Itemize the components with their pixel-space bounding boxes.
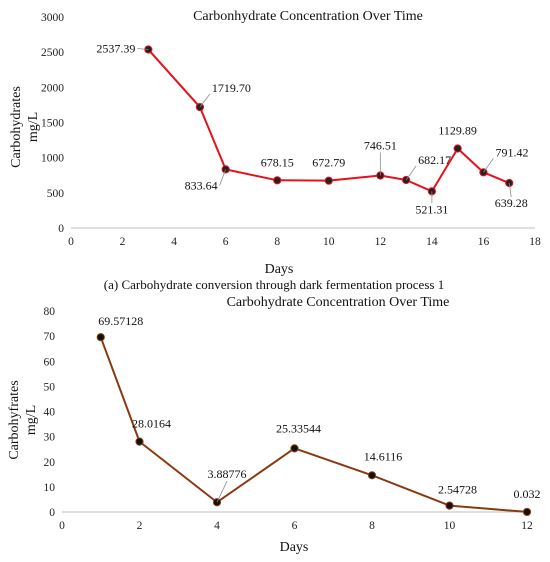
chart-a-data-label: 833.64 xyxy=(185,178,218,192)
chart-a-x-tick-label: 2 xyxy=(120,236,126,248)
chart-a-label-leader xyxy=(137,48,149,50)
chart-b-x-tick-label: 4 xyxy=(214,520,220,532)
chart-a-ylabel-line2: mg/L xyxy=(26,112,41,142)
chart-b-label-leader xyxy=(216,481,228,503)
chart-a-data-label: 682.17 xyxy=(418,153,451,167)
chart-a-data-label: 1129.89 xyxy=(438,124,477,138)
chart-b-y-tick-label: 20 xyxy=(44,457,56,469)
chart-a-data-label: 791.42 xyxy=(495,145,528,159)
chart-a-data-label: 521.31 xyxy=(415,202,448,216)
chart-a-data-label: 639.28 xyxy=(495,196,528,210)
chart-a-x-tick-label: 8 xyxy=(274,236,280,248)
chart-a-x-tick-label: 14 xyxy=(426,236,438,248)
chart-b-data-point xyxy=(290,444,299,453)
chart-a-ticks: 0 2 4 6 8 10 12 14 16 18 0 500 1000 1500 2000 2500 3000 xyxy=(41,12,541,248)
chart-b: Carbohydrate Concentration Over Time Car… xyxy=(7,295,541,555)
chart-b-ylabel-line1: Carbohyfrates xyxy=(7,380,22,459)
chart-b-data-label: 3.88776 xyxy=(208,467,247,481)
chart-b-y-tick-label: 0 xyxy=(49,507,55,519)
chart-a-data-label: 746.51 xyxy=(364,138,397,152)
chart-b-ticks: 0 2 4 6 8 10 12 0 10 20 30 40 50 60 70 80 xyxy=(44,306,534,532)
chart-a-data-point xyxy=(273,176,282,185)
chart-a-x-tick-label: 16 xyxy=(478,236,490,248)
chart-b-y-tick-label: 40 xyxy=(44,407,56,419)
chart-a-series-line xyxy=(147,48,510,193)
chart-b-x-tick-label: 0 xyxy=(59,520,65,532)
chart-b-title: Carbohydrate Concentration Over Time xyxy=(227,295,450,310)
chart-b-data-label: 14.6116 xyxy=(364,449,403,463)
chart-b-x-tick-label: 12 xyxy=(521,520,533,532)
chart-b-data-point xyxy=(522,507,532,517)
chart-b-data-labels: 69.57128 28.0164 3.88776 25.33544 14.6116 2.5… xyxy=(98,314,541,503)
chart-a-data-label: 1719.70 xyxy=(212,81,251,95)
chart-b-data-point xyxy=(445,501,454,510)
chart-b-xlabel: Days xyxy=(280,540,309,555)
chart-a-ylabel-line1: Carbohydrates xyxy=(9,86,24,168)
chart-a-data-label: 678.15 xyxy=(261,155,294,169)
chart-b-data-label: 28.0164 xyxy=(132,417,171,431)
chart-a-data-point xyxy=(221,165,230,174)
chart-b-x-tick-label: 8 xyxy=(369,520,375,532)
chart-a-series xyxy=(144,45,514,196)
chart-a-y-tick-label: 2500 xyxy=(41,47,64,59)
chart-b-y-tick-label: 70 xyxy=(44,331,56,343)
chart-b-ylabel-line2: mg/L xyxy=(24,405,39,435)
chart-a-y-tick-label: 500 xyxy=(47,188,65,200)
chart-b-data-label: 2.54728 xyxy=(438,483,477,497)
chart-a-caption: (a) Carbohydrate conversion through dark… xyxy=(104,277,444,292)
chart-b-data-point xyxy=(96,333,105,342)
chart-b-data-point xyxy=(135,437,144,446)
chart-a-label-leader xyxy=(199,93,211,108)
chart-b-y-tick-label: 80 xyxy=(44,306,56,318)
chart-a-title: Carbonhydrate Concentration Over Time xyxy=(193,9,423,24)
chart-b-y-tick-label: 60 xyxy=(44,356,56,368)
chart-a-y-tick-label: 1500 xyxy=(41,118,64,130)
chart-a-data-label: 2537.39 xyxy=(96,42,135,56)
chart-a-data-labels: 2537.39 1719.70 833.64 678.15 672.79 746.51 68… xyxy=(96,42,528,217)
chart-a: Carbonhydrate Concentration Over Time Ca… xyxy=(9,9,541,292)
chart-a-x-tick-label: 0 xyxy=(68,236,74,248)
chart-a-data-label: 672.79 xyxy=(312,156,345,170)
chart-a-x-tick-label: 4 xyxy=(171,236,177,248)
chart-a-y-tick-label: 1000 xyxy=(41,153,64,165)
chart-b-data-point xyxy=(367,471,377,480)
chart-a-x-tick-label: 6 xyxy=(223,236,229,248)
chart-a-x-tick-label: 10 xyxy=(323,236,335,248)
chart-b-y-tick-label: 10 xyxy=(44,482,56,494)
chart-b-x-tick-label: 6 xyxy=(292,520,298,532)
chart-a-x-tick-label: 18 xyxy=(529,236,541,248)
chart-b-x-tick-label: 10 xyxy=(444,520,456,532)
chart-b-data-label: 25.33544 xyxy=(276,421,321,435)
chart-b-x-tick-label: 2 xyxy=(137,520,143,532)
chart-b-y-tick-label: 30 xyxy=(44,432,56,444)
chart-a-label-leader xyxy=(219,169,227,186)
chart-a-label-leader xyxy=(483,158,494,173)
chart-b-y-tick-label: 50 xyxy=(44,381,56,393)
chart-a-xlabel: Days xyxy=(265,262,294,277)
chart-a-y-tick-label: 3000 xyxy=(41,12,64,24)
chart-b-data-label: 0.032 xyxy=(514,487,541,501)
chart-a-label-leader xyxy=(508,182,512,198)
chart-a-data-point xyxy=(324,176,333,185)
chart-a-y-tick-label: 2000 xyxy=(41,82,64,94)
chart-a-data-point xyxy=(453,144,462,153)
chart-b-series xyxy=(96,333,532,517)
chart-a-x-tick-label: 12 xyxy=(375,236,387,248)
chart-b-data-label: 69.57128 xyxy=(98,314,143,328)
chart-a-y-tick-label: 0 xyxy=(58,223,64,235)
chart-a-label-leader xyxy=(405,165,417,181)
